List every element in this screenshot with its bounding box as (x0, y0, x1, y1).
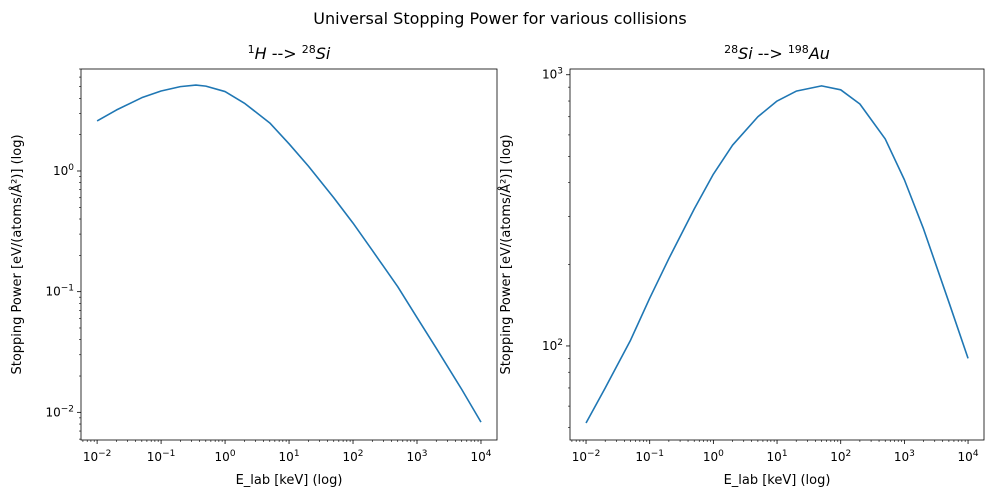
x-tick-label: 100 (703, 449, 724, 464)
figure-suptitle: Universal Stopping Power for various col… (313, 9, 686, 28)
subplot-title: 1H --> 28Si (248, 43, 331, 64)
subplot-title-part: Au (808, 44, 830, 63)
subplot-title-part: --> (267, 44, 302, 63)
x-tick-label: 10−1 (635, 449, 664, 464)
y-tick-label: 103 (542, 67, 563, 82)
x-axis-label: E_lab [keV] (log) (236, 473, 343, 488)
subplot-2: 28Si --> 198Au 10−2 10−1 100 101 102 103 104 102… (498, 43, 985, 488)
y-tick-label: 10−1 (45, 284, 74, 299)
x-tick-label: 103 (894, 449, 915, 464)
x-tick-label: 102 (830, 449, 851, 464)
subplot-title-part: 28 (724, 43, 738, 56)
x-tick-label: 10−2 (83, 449, 112, 464)
subplot-title-part: 28 (302, 43, 316, 56)
subplot-title-part: Si (738, 44, 753, 63)
axes-frame (80, 68, 498, 441)
x-tick-label: 104 (470, 449, 491, 464)
subplot-title: 28Si --> 198Au (724, 43, 830, 64)
x-tick-label: 103 (406, 449, 427, 464)
subplot-title-part: 198 (788, 43, 809, 56)
x-tick-label: 102 (343, 449, 364, 464)
x-tick-label: 104 (958, 449, 979, 464)
y-tick-label: 102 (542, 338, 563, 353)
x-axis-label: E_lab [keV] (log) (724, 473, 831, 488)
subplot-title-part: H (255, 44, 267, 63)
subplot-1: 1H --> 28Si 10−2 10−1 100 101 102 103 104 10−2 10… (9, 43, 498, 488)
y-tick-label: 100 (53, 163, 74, 178)
x-tick-label: 101 (767, 449, 788, 464)
x-tick-label: 100 (215, 449, 236, 464)
x-tick-label: 101 (279, 449, 300, 464)
series-line (96, 84, 482, 423)
axes-frame (569, 68, 985, 441)
y-axis-label: Stopping Power [eV/(atoms/Å²)] (log) (498, 134, 514, 374)
x-tick-label: 10−1 (147, 449, 176, 464)
y-tick-label: 10−2 (45, 404, 74, 419)
subplot-title-part: 1 (248, 43, 255, 56)
x-tick-label: 10−2 (572, 449, 601, 464)
y-axis-label: Stopping Power [eV/(atoms/Å²)] (log) (9, 134, 25, 374)
subplot-title-part: --> (753, 44, 788, 63)
subplot-title-part: Si (316, 44, 331, 63)
series-line (585, 85, 969, 424)
